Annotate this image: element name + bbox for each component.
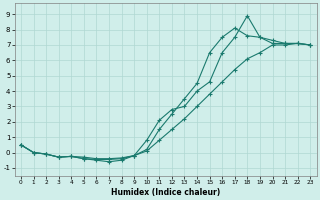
X-axis label: Humidex (Indice chaleur): Humidex (Indice chaleur) — [111, 188, 220, 197]
